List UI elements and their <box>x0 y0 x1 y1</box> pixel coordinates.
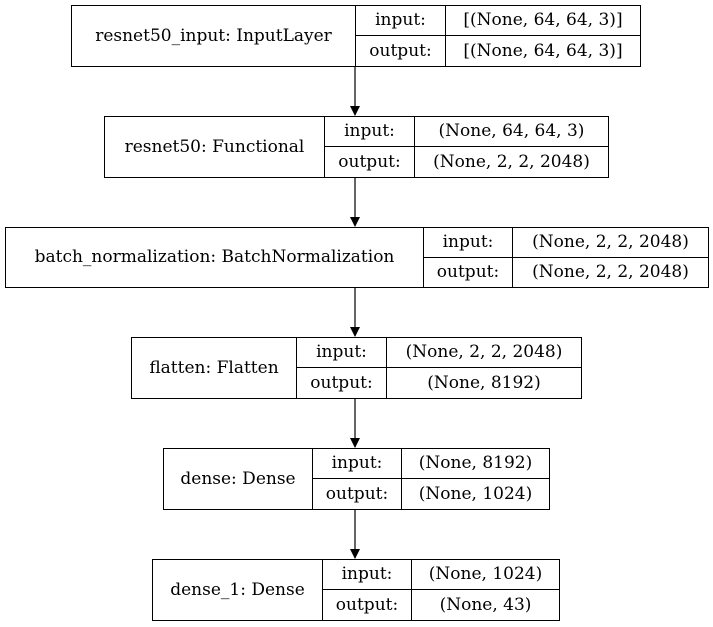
input-label: input: <box>297 338 387 368</box>
input-label: input: <box>356 6 446 36</box>
output-label: output: <box>297 368 387 398</box>
layer-name: dense: Dense <box>164 449 313 509</box>
output-shape: [(None, 64, 64, 3)] <box>463 40 623 61</box>
layer-name: dense_1: Dense <box>153 560 323 620</box>
layer-name: flatten: Flatten <box>132 338 297 398</box>
output-label: output: <box>313 479 402 509</box>
layer-node-resnet50-input: resnet50_input: InputLayer input: output… <box>71 5 641 67</box>
output-label: output: <box>424 258 513 287</box>
layer-node-dense: dense: Dense input: output: (None, 8192)… <box>163 448 550 510</box>
input-label: input: <box>313 449 402 479</box>
output-shape: (None, 1024) <box>418 483 533 504</box>
layer-name: resnet50_input: InputLayer <box>72 6 356 66</box>
input-label: input: <box>325 117 415 147</box>
input-shape: (None, 2, 2, 2048) <box>513 228 708 258</box>
output-shape: (None, 43) <box>439 594 532 615</box>
layer-name: batch_normalization: BatchNormalization <box>6 228 424 287</box>
output-shape: (None, 2, 2, 2048) <box>532 262 689 282</box>
layer-node-dense-1: dense_1: Dense input: output: (None, 102… <box>152 559 560 621</box>
output-label: output: <box>323 590 412 620</box>
layer-node-batch-normalization: batch_normalization: BatchNormalization … <box>5 227 709 288</box>
input-shape: (None, 8192) <box>402 449 549 479</box>
output-label: output: <box>325 147 415 177</box>
input-shape: (None, 64, 64, 3) <box>415 117 608 147</box>
input-shape: (None, 2, 2, 2048) <box>387 338 581 368</box>
layer-node-resnet50: resnet50: Functional input: output: (Non… <box>104 116 609 178</box>
layer-name: resnet50: Functional <box>105 117 325 177</box>
layer-node-flatten: flatten: Flatten input: output: (None, 2… <box>131 337 582 399</box>
output-label: output: <box>356 36 446 66</box>
output-shape: (None, 2, 2, 2048) <box>433 151 590 172</box>
input-label: input: <box>323 560 412 590</box>
input-shape: (None, 1024) <box>412 560 559 590</box>
output-shape: (None, 8192) <box>427 372 541 393</box>
input-label: input: <box>424 228 513 258</box>
input-shape: [(None, 64, 64, 3)] <box>446 6 640 36</box>
